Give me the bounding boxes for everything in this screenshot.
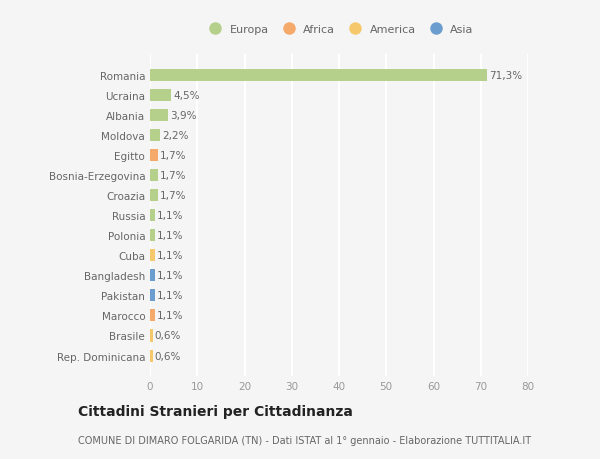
Bar — [150, 330, 153, 342]
Bar — [150, 250, 155, 262]
Bar — [150, 350, 153, 362]
Bar — [150, 110, 169, 122]
Text: 71,3%: 71,3% — [489, 71, 522, 81]
Bar — [150, 150, 158, 162]
Bar — [150, 190, 158, 202]
Bar — [150, 310, 155, 322]
Text: 2,2%: 2,2% — [162, 131, 189, 141]
Text: Cittadini Stranieri per Cittadinanza: Cittadini Stranieri per Cittadinanza — [78, 404, 353, 419]
Bar — [150, 170, 158, 182]
Bar — [150, 90, 171, 102]
Text: 1,1%: 1,1% — [157, 251, 184, 261]
Bar — [150, 270, 155, 282]
Bar — [150, 210, 155, 222]
Bar — [150, 130, 160, 142]
Text: 1,1%: 1,1% — [157, 211, 184, 221]
Text: 0,6%: 0,6% — [155, 351, 181, 361]
Bar — [150, 290, 155, 302]
Legend: Europa, Africa, America, Asia: Europa, Africa, America, Asia — [204, 25, 474, 35]
Text: 3,9%: 3,9% — [170, 111, 197, 121]
Bar — [150, 70, 487, 82]
Text: 1,7%: 1,7% — [160, 191, 187, 201]
Text: 1,1%: 1,1% — [157, 291, 184, 301]
Text: 1,7%: 1,7% — [160, 151, 187, 161]
Text: 4,5%: 4,5% — [173, 91, 200, 101]
Text: 1,1%: 1,1% — [157, 271, 184, 281]
Bar — [150, 230, 155, 242]
Text: 1,1%: 1,1% — [157, 311, 184, 321]
Text: 0,6%: 0,6% — [155, 331, 181, 341]
Text: 1,1%: 1,1% — [157, 231, 184, 241]
Text: COMUNE DI DIMARO FOLGARIDA (TN) - Dati ISTAT al 1° gennaio - Elaborazione TUTTIT: COMUNE DI DIMARO FOLGARIDA (TN) - Dati I… — [78, 435, 531, 445]
Text: 1,7%: 1,7% — [160, 171, 187, 181]
